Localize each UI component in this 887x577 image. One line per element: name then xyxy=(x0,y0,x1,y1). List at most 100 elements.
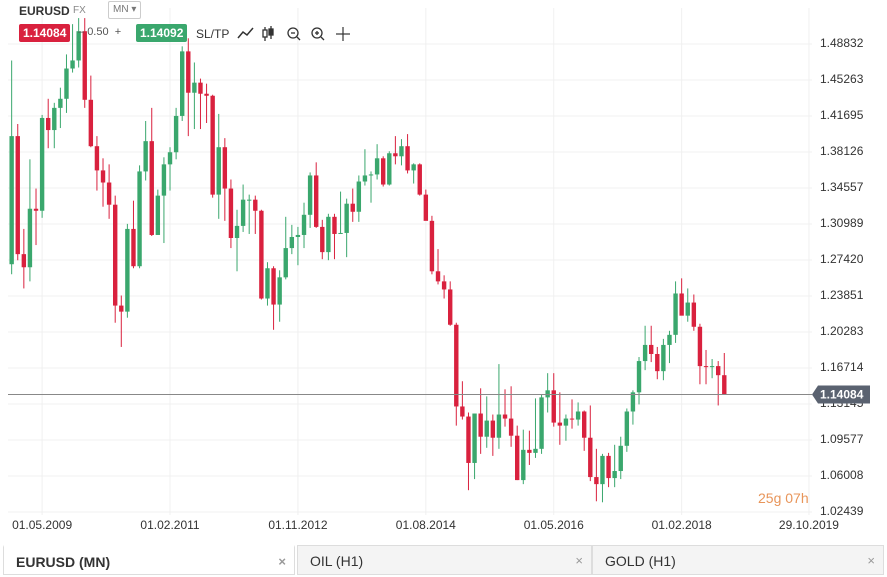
candle-body xyxy=(76,31,81,61)
candle-body xyxy=(289,236,295,249)
candle-body xyxy=(490,420,496,438)
candle-body xyxy=(82,31,87,100)
candle-body xyxy=(417,164,422,195)
candle-body xyxy=(210,95,215,195)
tab[interactable]: EURUSD (MN) × xyxy=(3,545,295,575)
candle-body xyxy=(332,216,337,234)
y-tick-label: 1.41695 xyxy=(820,108,864,122)
candle-body xyxy=(466,416,471,463)
candle-body xyxy=(661,344,666,372)
candle-body xyxy=(106,182,112,205)
candle-body xyxy=(624,411,630,446)
candle-body xyxy=(131,228,136,267)
candle-body xyxy=(52,107,57,131)
y-tick-label: 1.02439 xyxy=(820,504,864,518)
candle-body xyxy=(600,455,605,485)
candle-body xyxy=(448,289,453,325)
candle-body xyxy=(228,188,234,238)
last-price-tag xyxy=(812,385,870,404)
candle-body xyxy=(192,82,197,93)
tab-close[interactable]: × xyxy=(867,553,875,568)
sl-tp[interactable]: SL/TP xyxy=(196,27,230,41)
candle-body xyxy=(472,413,477,463)
buy-price[interactable]: 1.14092 xyxy=(136,24,188,42)
y-tick-label: 1.48832 xyxy=(820,36,864,50)
pan-icon[interactable] xyxy=(336,27,350,41)
candle-body xyxy=(344,203,349,233)
candle-body xyxy=(362,175,368,182)
countdown: 25g 07h xyxy=(758,490,809,506)
candle-body xyxy=(508,418,514,436)
candle-body xyxy=(582,411,587,438)
candle-body xyxy=(15,136,20,255)
candle-body xyxy=(222,147,228,189)
candle-body xyxy=(460,406,465,417)
zoom-out-icon[interactable] xyxy=(287,27,301,41)
candle-body xyxy=(685,302,690,316)
toolbar-icons xyxy=(237,26,350,41)
candle-icon[interactable] xyxy=(262,26,274,41)
candle-body xyxy=(39,117,45,211)
candle-body xyxy=(697,326,703,367)
candle-body xyxy=(301,214,307,235)
candle-body xyxy=(283,248,288,278)
y-tick-label: 1.27420 xyxy=(820,252,864,266)
candle-body xyxy=(606,455,611,479)
candle-body xyxy=(320,226,325,253)
candle-body xyxy=(119,305,124,312)
tab[interactable]: OIL (H1) × xyxy=(297,545,592,575)
candle-body xyxy=(186,51,191,93)
candle-body xyxy=(551,390,556,423)
candle-body xyxy=(21,254,27,268)
tab-close[interactable]: × xyxy=(575,553,583,568)
candle-body xyxy=(649,344,654,355)
candle-body xyxy=(64,68,69,99)
symbol[interactable]: EURUSD xyxy=(19,4,70,18)
candle-body xyxy=(173,115,179,153)
candle-body xyxy=(46,117,51,131)
candle-body xyxy=(411,164,416,171)
candle-body xyxy=(88,99,94,147)
market[interactable]: FX xyxy=(73,5,86,16)
candle-body xyxy=(240,199,246,226)
candle-body xyxy=(143,141,148,172)
timeframe[interactable]: MN ▾ xyxy=(108,1,142,19)
candle-body xyxy=(393,153,398,157)
candle-body xyxy=(594,477,599,485)
line-icon[interactable] xyxy=(237,27,254,39)
candle-body xyxy=(630,392,636,412)
candle-body xyxy=(478,413,483,437)
candle-body xyxy=(539,397,544,449)
candle-body xyxy=(265,268,270,299)
candle-body xyxy=(326,216,331,253)
candle-body xyxy=(515,435,520,481)
candle-body xyxy=(277,277,282,305)
tab-label: EURUSD (MN) xyxy=(16,554,111,570)
x-tick-label: 01.05.2016 xyxy=(524,518,584,532)
candle-body xyxy=(716,366,721,376)
tab[interactable]: GOLD (H1) × xyxy=(592,545,884,575)
y-tick-label: 1.38126 xyxy=(820,144,864,158)
y-tick-label: 1.16714 xyxy=(820,360,864,374)
tab-close[interactable]: × xyxy=(278,554,286,569)
tab-label: OIL (H1) xyxy=(310,553,364,569)
y-tick-label: 1.30989 xyxy=(820,216,864,230)
candle-body xyxy=(545,390,550,398)
zoom-in-icon[interactable] xyxy=(311,27,325,41)
candle-body xyxy=(314,175,319,227)
candle-body xyxy=(374,158,380,175)
candle-body xyxy=(204,93,209,96)
candle-body xyxy=(612,471,617,479)
candle-body xyxy=(709,366,715,368)
candle-body xyxy=(435,271,441,282)
candle-body xyxy=(100,170,106,183)
candle-body xyxy=(295,234,301,237)
tab-label: GOLD (H1) xyxy=(605,553,676,569)
sell-price[interactable]: 1.14084 xyxy=(19,24,71,42)
candle-body xyxy=(259,210,264,299)
x-tick-label: 01.08.2014 xyxy=(396,518,456,532)
candle-body xyxy=(307,175,313,215)
y-tick-label: 1.06008 xyxy=(820,468,864,482)
candle-body xyxy=(502,414,508,419)
